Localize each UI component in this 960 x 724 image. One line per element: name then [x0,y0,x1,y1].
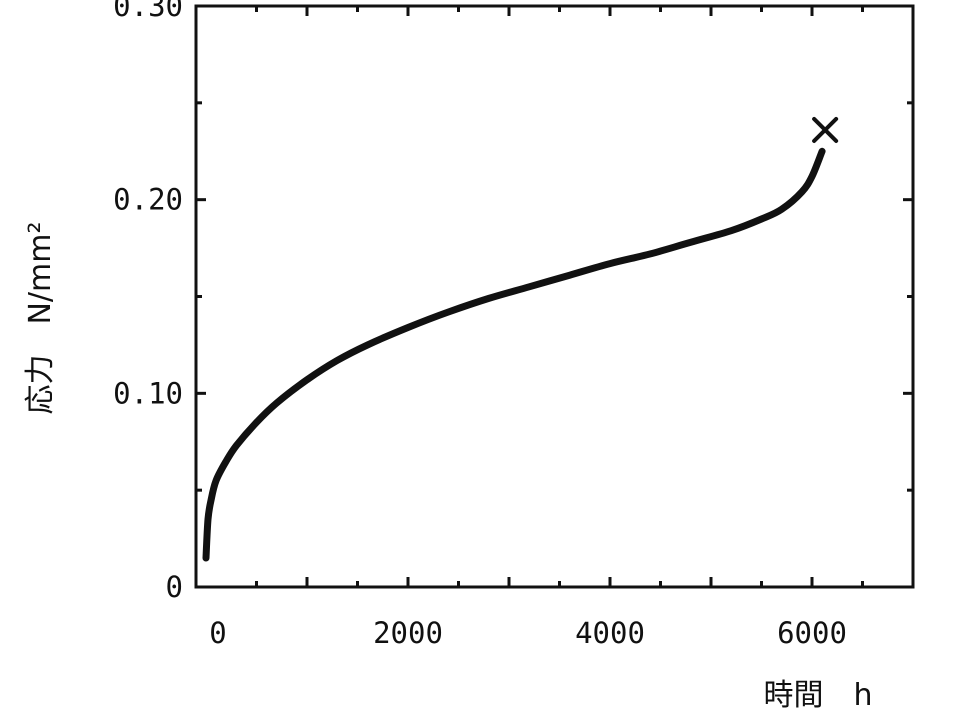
y-axis-title: 応力 N/mm² [23,221,58,414]
x-tick-label: 0 [209,616,226,650]
x-axis-title: 時間 h [763,678,872,713]
x-axis-tick-labels: 0 2000 4000 6000 [209,616,847,650]
y-axis-ticks [196,101,913,492]
rupture-x-marker [812,116,839,143]
y-tick-label: 0.10 [113,376,183,410]
series-line [202,147,826,562]
y-tick-label: 0 [166,570,183,604]
x-axis-ticks [255,6,864,587]
annotation-layer [812,116,839,143]
y-tick-label: 0.30 [113,0,183,23]
series-layer [202,147,826,562]
y-tick-label: 0.20 [113,183,183,217]
y-axis-tick-labels: 0 0.10 0.20 0.30 [113,0,183,604]
x-tick-label: 4000 [575,616,645,650]
x-tick-label: 6000 [777,616,847,650]
x-tick-label: 2000 [373,616,443,650]
x-marker-stroke [812,116,839,143]
